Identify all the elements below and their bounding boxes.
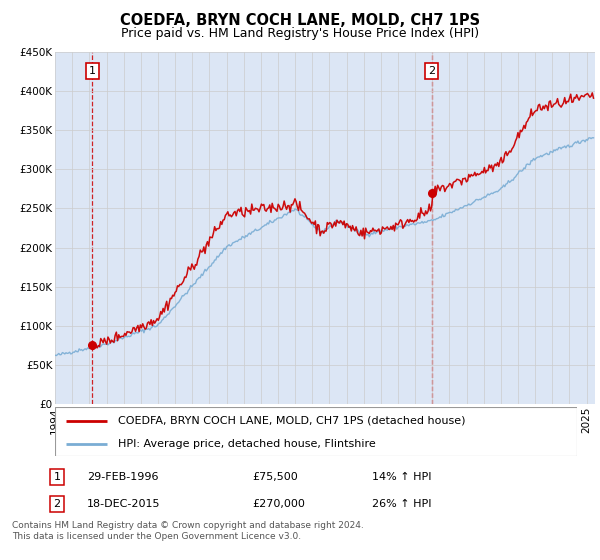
Text: COEDFA, BRYN COCH LANE, MOLD, CH7 1PS (detached house): COEDFA, BRYN COCH LANE, MOLD, CH7 1PS (d… [118, 416, 466, 426]
Text: 26% ↑ HPI: 26% ↑ HPI [372, 499, 431, 509]
Text: £75,500: £75,500 [252, 472, 298, 482]
Text: HPI: Average price, detached house, Flintshire: HPI: Average price, detached house, Flin… [118, 439, 376, 449]
Text: 14% ↑ HPI: 14% ↑ HPI [372, 472, 431, 482]
Text: 1: 1 [53, 472, 61, 482]
Text: 2: 2 [428, 66, 435, 76]
FancyBboxPatch shape [55, 407, 577, 456]
Text: Contains HM Land Registry data © Crown copyright and database right 2024.
This d: Contains HM Land Registry data © Crown c… [12, 521, 364, 540]
Text: 2: 2 [53, 499, 61, 509]
Text: COEDFA, BRYN COCH LANE, MOLD, CH7 1PS: COEDFA, BRYN COCH LANE, MOLD, CH7 1PS [120, 13, 480, 27]
Text: £270,000: £270,000 [252, 499, 305, 509]
Text: 29-FEB-1996: 29-FEB-1996 [87, 472, 158, 482]
Text: Price paid vs. HM Land Registry's House Price Index (HPI): Price paid vs. HM Land Registry's House … [121, 27, 479, 40]
Text: 1: 1 [89, 66, 96, 76]
Text: 18-DEC-2015: 18-DEC-2015 [87, 499, 161, 509]
